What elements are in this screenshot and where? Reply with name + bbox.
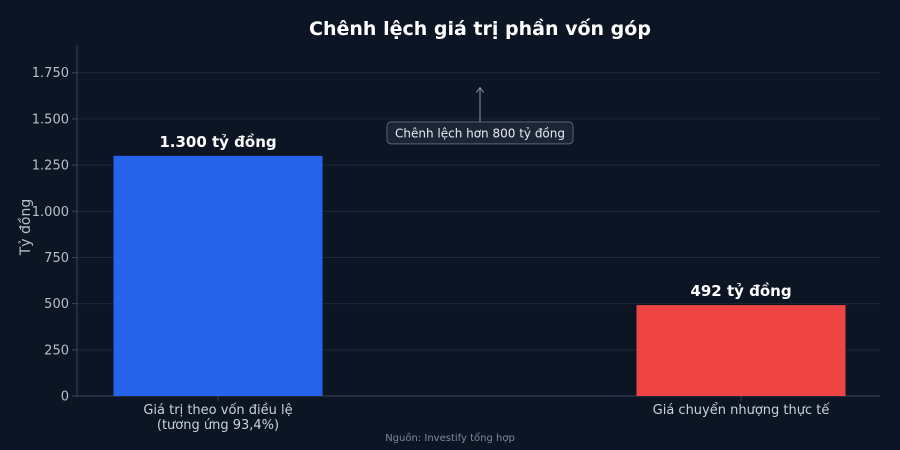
y-tick-label: 1.000 [32,205,69,220]
bar-value-label: 492 tỷ đồng [690,281,791,300]
bar [113,155,323,396]
bar [636,305,846,396]
y-axis-label: Tỷ đồng [17,199,34,257]
y-tick-label: 1.500 [32,112,69,127]
y-tick-label: 0 [61,390,69,405]
y-tick-label: 250 [44,343,69,358]
y-tick-label: 750 [44,251,69,266]
x-tick-label: (tương ứng 93,4%) [157,418,279,433]
x-tick-label: Giá chuyển nhượng thực tế [653,403,830,418]
source-note: Nguồn: Investify tổng hợp [385,431,515,444]
x-tick-label: Giá trị theo vốn điều lệ [143,403,292,418]
y-tick-label: 500 [44,297,69,312]
chart-title: Chênh lệch giá trị phần vốn góp [309,17,651,40]
bars [113,155,846,396]
bar-value-label: 1.300 tỷ đồng [159,132,276,151]
annotation-text: Chênh lệch hơn 800 tỷ đồng [395,126,565,140]
data-labels: 1.300 tỷ đồng 492 tỷ đồng [159,132,791,300]
annotation-arrowhead [476,86,484,93]
y-tick-label: 1.750 [32,66,69,81]
y-tick-label: 1.250 [32,159,69,174]
annotation: Chênh lệch hơn 800 tỷ đồng [386,86,574,145]
